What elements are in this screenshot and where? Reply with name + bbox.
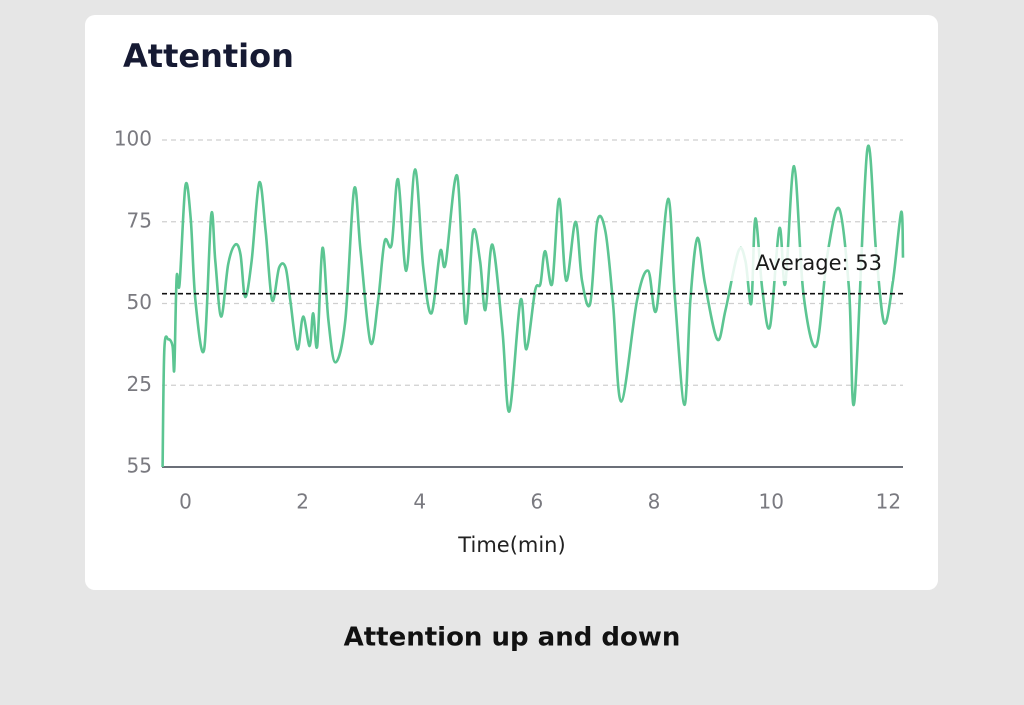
caption: Attention up and down xyxy=(344,623,681,653)
x-tick-label: 12 xyxy=(876,490,901,514)
x-tick-label: 2 xyxy=(296,490,309,514)
card xyxy=(85,15,938,590)
x-tick-label: 6 xyxy=(531,490,544,514)
average-label-bg xyxy=(724,247,892,281)
average-label: Average: 53 xyxy=(755,251,882,275)
x-tick-label: 0 xyxy=(179,490,192,514)
y-tick-label: 25 xyxy=(127,372,152,396)
y-tick-label: 55 xyxy=(127,454,152,478)
x-tick-label: 10 xyxy=(758,490,783,514)
x-axis-label: Time(min) xyxy=(457,533,565,557)
x-tick-label: 8 xyxy=(648,490,661,514)
y-tick-label: 75 xyxy=(127,208,152,232)
y-tick-label: 50 xyxy=(127,290,152,314)
chart-title: Attention xyxy=(123,37,294,75)
y-tick-label: 100 xyxy=(114,127,152,151)
x-tick-label: 4 xyxy=(413,490,426,514)
